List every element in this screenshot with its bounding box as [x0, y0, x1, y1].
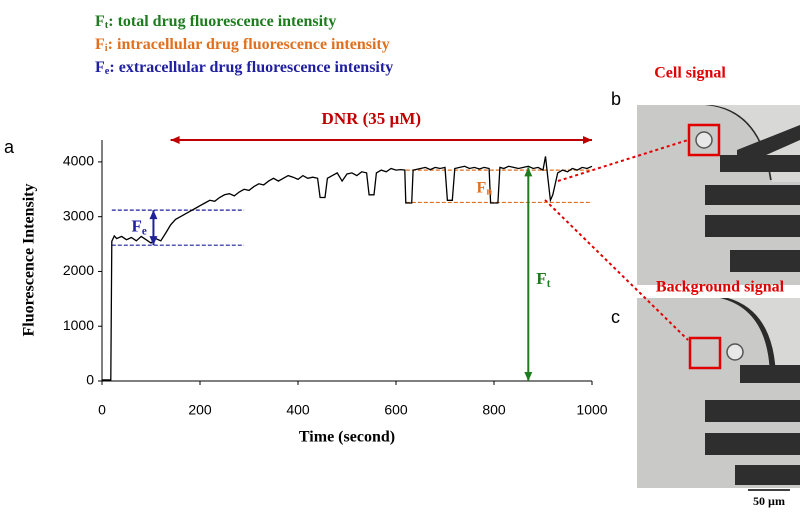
image-c	[637, 298, 800, 488]
x-tick-label: 200	[188, 402, 212, 418]
panel-label: a	[4, 137, 15, 157]
legend-entry: Fi: intracellular drug fluorescence inte…	[95, 36, 390, 55]
label-text: : total drug fluorescence intensity	[108, 13, 336, 30]
y-tick-label: 3000	[63, 207, 94, 223]
symbol: F	[477, 179, 487, 196]
scale-bar-label: 50 µm	[753, 494, 785, 508]
y-tick-label: 1000	[63, 317, 94, 333]
arrow-head	[149, 210, 158, 220]
legend-entry: Fe: extracellular drug fluorescence inte…	[95, 59, 393, 78]
panel-label: b	[611, 89, 621, 109]
image-b	[637, 105, 800, 285]
legend-entry: Ft: total drug fluorescence intensity	[95, 13, 336, 32]
ft-label: Ft	[536, 269, 550, 290]
subscript: n	[486, 187, 492, 198]
x-tick-label: 400	[286, 402, 310, 418]
dnr-label: DNR (35 µM)	[322, 109, 422, 128]
symbol: F	[95, 13, 105, 30]
x-tick-label: 1000	[576, 402, 607, 418]
fe-label: Fe	[131, 217, 146, 238]
x-axis-label: Time (second)	[299, 429, 395, 446]
y-tick-label: 2000	[63, 262, 94, 278]
subscript: i	[105, 43, 108, 54]
arrow-head	[170, 136, 180, 144]
x-tick-label: 600	[384, 402, 408, 418]
connector	[557, 139, 689, 182]
symbol: F	[131, 217, 141, 236]
x-tick-label: 0	[98, 402, 106, 418]
symbol: F	[536, 269, 546, 288]
y-axis-label: Fluorescence Intensity	[21, 183, 38, 336]
image-title: Cell signal	[654, 65, 726, 82]
subscript: e	[105, 66, 110, 77]
arrow-head	[583, 136, 592, 144]
arrow-head	[524, 167, 533, 177]
label-text: : intracellular drug fluorescence intens…	[108, 36, 390, 53]
subscript: t	[547, 278, 551, 290]
arrow-head	[524, 372, 533, 381]
data-line	[102, 156, 593, 381]
label-text: : extracellular drug fluorescence intens…	[109, 59, 393, 76]
subscript: e	[142, 225, 147, 237]
symbol: F	[95, 36, 105, 53]
y-tick-label: 4000	[63, 153, 94, 169]
subscript: t	[105, 20, 109, 31]
x-tick-label: 800	[482, 402, 506, 418]
image-title: Background signal	[656, 279, 785, 296]
arrow-head	[149, 236, 158, 246]
panel-label: c	[611, 307, 620, 327]
y-tick-label: 0	[86, 372, 94, 388]
fn-label: Fn	[477, 179, 493, 198]
symbol: F	[95, 59, 105, 76]
